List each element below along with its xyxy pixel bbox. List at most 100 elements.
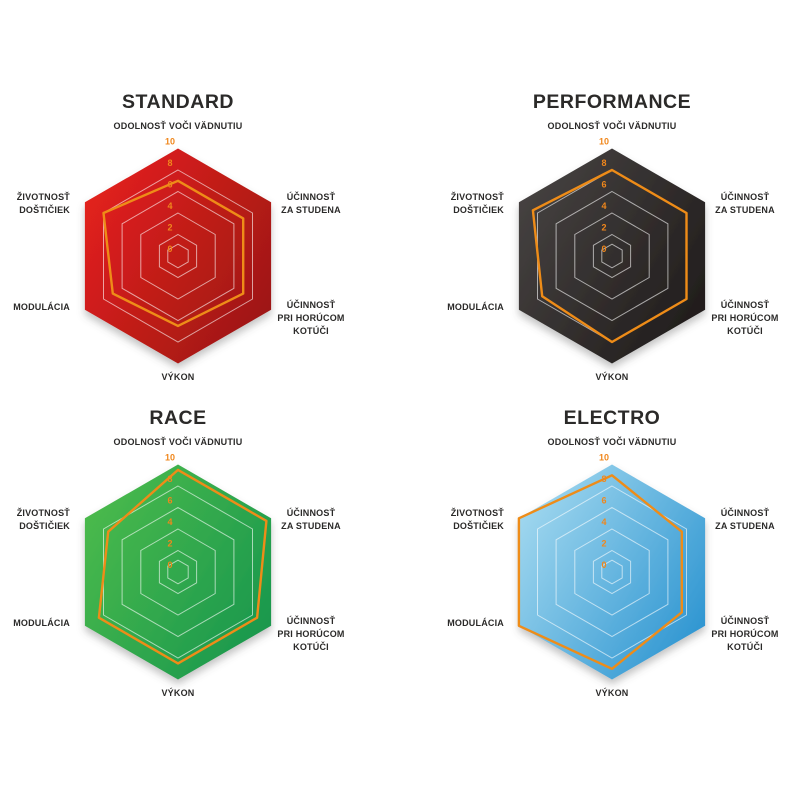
chart-title: ELECTRO [563,407,661,429]
tick-label: 0 [601,244,606,254]
tick-label: 2 [601,539,606,549]
tick-label: 0 [601,560,606,570]
axis-label-line: DOŠTIČIEK [19,521,70,531]
grid-ring [140,212,216,300]
axis-label-upper-right: ÚČINNOSŤ ZA STUDENA [246,191,376,217]
axis-label-line: DOŠTIČIEK [453,205,504,215]
axis-label-line: ÚČINNOSŤ [286,300,336,310]
axis-label-line: ODOLNOSŤ VOČI VÄDNUTIU [547,121,677,131]
axis-label-upper-right: ÚČINNOSŤ ZA STUDENA [680,507,800,533]
axis-label-line: PRI HORÚCOM [711,313,779,323]
tick-label: 8 [601,158,606,168]
tick-label: 4 [167,517,172,527]
tick-label: 2 [167,223,172,233]
radar-chart-standard: 10 8 6 4 2 0 STANDARD ODOLNOSŤ VOČI VÄDNUTIU … [0,56,378,456]
axis-label-line: ZA STUDENA [715,521,775,531]
axis-label-line: PRI HORÚCOM [277,629,345,639]
axis-label-line: KOTÚČI [727,642,763,652]
grid-ring [167,243,189,269]
axis-label-bottom: VÝKON [0,687,378,700]
grid-ring [574,212,650,300]
tick-label: 0 [167,560,172,570]
axis-label-line: ZA STUDENA [281,205,341,215]
tick-label: 4 [601,517,606,527]
axis-label-bottom: VÝKON [412,371,800,384]
axis-label-line: ŽIVOTNOSŤ [16,192,70,202]
axis-label-line: ÚČINNOSŤ [286,192,336,202]
tick-label: 10 [599,453,609,463]
axis-label-bottom: VÝKON [412,687,800,700]
grid-ring [140,528,216,616]
chart-title: RACE [149,407,207,429]
grid-ring [158,233,198,279]
grid-ring [601,559,623,585]
axis-label-line: ÚČINNOSŤ [286,508,336,518]
radar-chart-performance: 10 8 6 4 2 0 PERFORMANCE ODOLNOSŤ VOČI VÄDNUT… [412,56,800,456]
hexagon-background [84,464,272,680]
axis-label-line: ÚČINNOSŤ [720,300,770,310]
axis-label-line: ŽIVOTNOSŤ [450,192,504,202]
axis-label-line: ZA STUDENA [715,205,775,215]
value-polygon [517,474,683,670]
grid-ring [167,559,189,585]
tick-label: 6 [601,180,606,190]
hexagon-background [518,464,706,680]
hexagon-background [84,148,272,364]
axis-label-line: VÝKON [161,372,195,382]
tick-label: 10 [599,137,609,147]
tick-label: 8 [601,474,606,484]
tick-label: 6 [601,496,606,506]
grid-ring [537,485,687,659]
grid-ring [121,190,235,322]
grid-ring [555,190,669,322]
axis-label-upper-left: ŽIVOTNOSŤ DOŠTIČIEK [0,507,70,533]
axis-label-top: ODOLNOSŤ VOČI VÄDNUTIU [0,120,378,133]
radar-svg: 10 8 6 4 2 0 [84,453,272,680]
chart-title: STANDARD [122,91,234,113]
hexagon-background [518,148,706,364]
axis-label-line: MODULÁCIA [13,302,70,312]
axis-label-line: PRI HORÚCOM [277,313,345,323]
axis-label-upper-right: ÚČINNOSŤ ZA STUDENA [680,191,800,217]
radar-svg: 10 8 6 4 2 0 [518,137,706,364]
axis-label-line: ÚČINNOSŤ [720,616,770,626]
axis-label-lower-left: MODULÁCIA [0,301,70,314]
axis-label-lower-right: ÚČINNOSŤ PRI HORÚCOM KOTÚČI [680,615,800,654]
tick-label: 0 [167,244,172,254]
axis-label-line: ODOLNOSŤ VOČI VÄDNUTIU [113,121,243,131]
axis-label-bottom: VÝKON [0,371,378,384]
axis-label-line: KOTÚČI [293,642,329,652]
grid-ring [121,506,235,638]
axis-label-line: ŽIVOTNOSŤ [16,508,70,518]
tick-label: 8 [167,158,172,168]
axis-label-line: VÝKON [595,372,629,382]
axis-label-lower-right: ÚČINNOSŤ PRI HORÚCOM KOTÚČI [246,615,376,654]
axis-label-line: ZA STUDENA [281,521,341,531]
axis-label-upper-left: ŽIVOTNOSŤ DOŠTIČIEK [412,507,504,533]
axis-label-lower-right: ÚČINNOSŤ PRI HORÚCOM KOTÚČI [246,299,376,338]
axis-label-lower-left: MODULÁCIA [412,301,504,314]
axis-label-line: KOTÚČI [293,326,329,336]
tick-label: 2 [167,539,172,549]
axis-label-line: ÚČINNOSŤ [286,616,336,626]
tick-label: 4 [167,201,172,211]
grid-ring [555,506,669,638]
radar-svg: 10 8 6 4 2 0 [84,137,272,364]
axis-label-line: ÚČINNOSŤ [720,508,770,518]
tick-label: 10 [165,453,175,463]
axis-label-line: VÝKON [595,688,629,698]
grid-ring [592,233,632,279]
grid-ring [601,243,623,269]
axis-label-top: ODOLNOSŤ VOČI VÄDNUTIU [412,120,800,133]
axis-label-lower-left: MODULÁCIA [412,617,504,630]
value-polygon [97,468,268,665]
axis-label-line: DOŠTIČIEK [453,521,504,531]
axis-label-top: ODOLNOSŤ VOČI VÄDNUTIU [0,436,378,449]
axis-label-lower-left: MODULÁCIA [0,617,70,630]
axis-label-line: MODULÁCIA [447,302,504,312]
radar-chart-electro: 10 8 6 4 2 0 ELECTRO ODOLNOSŤ VOČI VÄDNUTIU Ú… [412,372,800,772]
grid-ring [592,549,632,595]
tick-label: 6 [167,180,172,190]
axis-label-upper-left: ŽIVOTNOSŤ DOŠTIČIEK [0,191,70,217]
axis-label-lower-right: ÚČINNOSŤ PRI HORÚCOM KOTÚČI [680,299,800,338]
